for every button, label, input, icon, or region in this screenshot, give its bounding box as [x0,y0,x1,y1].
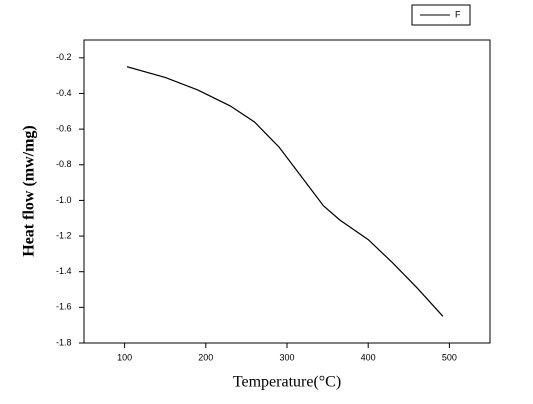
y-tick-label: -1.0 [56,195,72,205]
x-tick-label: 300 [279,352,294,362]
x-tick-label: 100 [117,352,132,362]
x-tick-label: 500 [442,352,457,362]
y-tick-label: -0.2 [56,52,72,62]
x-axis-label: Temperature(°C) [233,374,341,391]
y-tick-label: -0.6 [56,123,72,133]
x-tick-label: 200 [198,352,213,362]
y-tick-label: -0.8 [56,159,72,169]
data-line [126,66,444,317]
x-tick-label: 400 [361,352,376,362]
plot-frame [83,39,491,344]
y-tick-label: -1.2 [56,230,72,240]
y-tick-label: -0.4 [56,88,72,98]
y-tick-label: -1.6 [56,302,72,312]
y-axis-label: Heat flow (mw/mg) [21,125,38,257]
legend-label: F [455,9,461,19]
y-tick-label: -1.4 [56,266,72,276]
y-tick-label: -1.8 [56,337,72,347]
